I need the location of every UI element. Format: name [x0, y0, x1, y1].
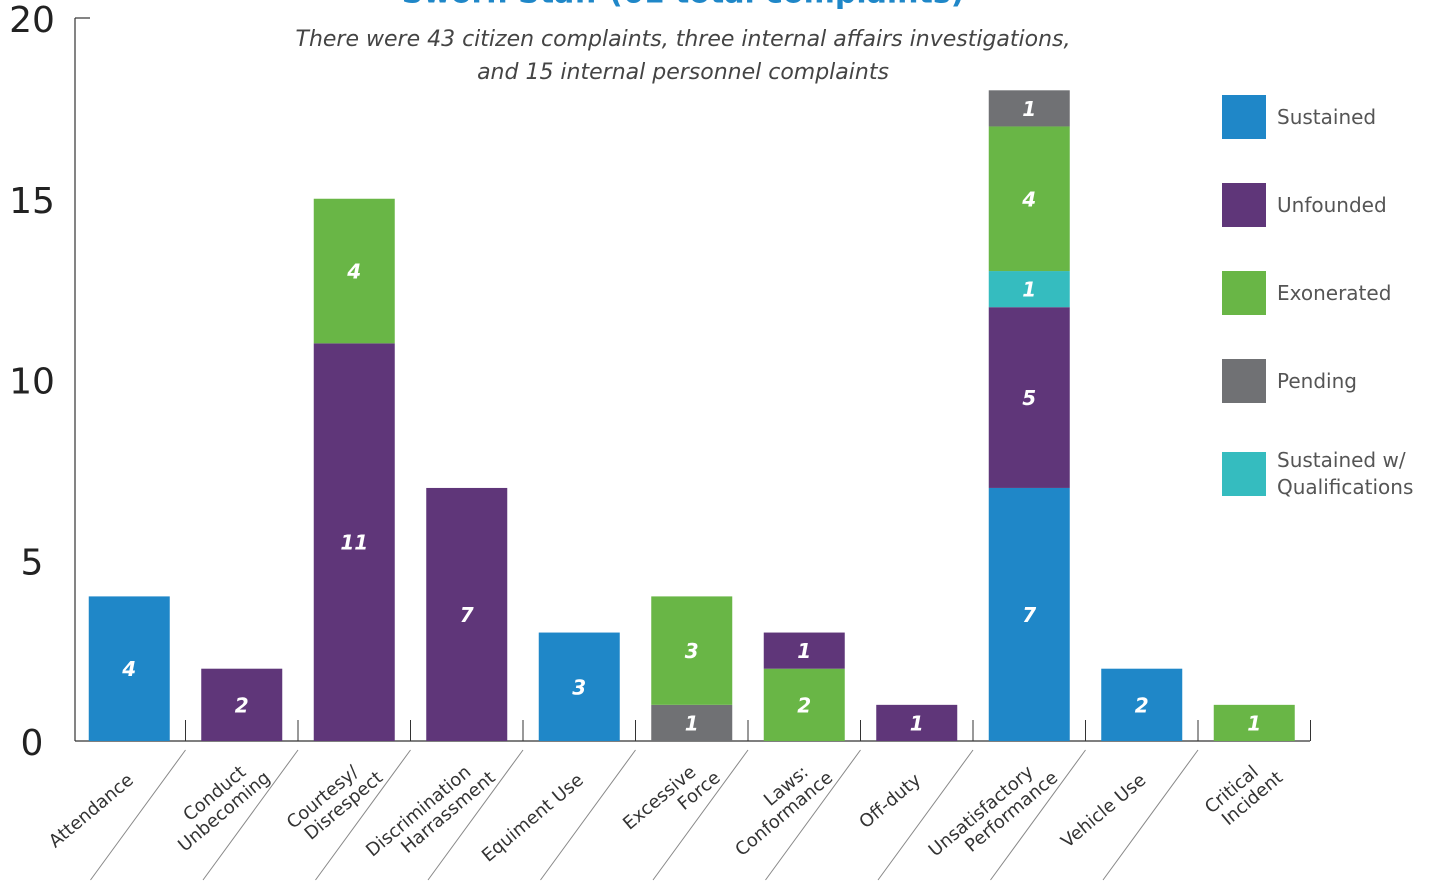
value-label: 3 — [685, 639, 699, 663]
value-label: 4 — [1021, 187, 1036, 211]
value-label: 2 — [235, 693, 249, 717]
category-slash — [315, 749, 411, 881]
x-tick-label-line: Attendance — [45, 770, 138, 853]
x-tick-label: Off-duty — [855, 769, 925, 833]
category-slash — [990, 749, 1086, 881]
x-tick-label: Attendance — [45, 770, 138, 853]
x-tick-label-line: Off-duty — [855, 769, 925, 833]
value-label: 1 — [797, 639, 811, 663]
legend-label: Unfounded — [1277, 192, 1387, 217]
value-label: 11 — [340, 531, 368, 555]
value-label: 1 — [910, 711, 924, 735]
legend-label: Sustained — [1277, 104, 1377, 129]
legend-label: Exonerated — [1277, 280, 1392, 305]
bar-segment — [201, 668, 283, 741]
legend-swatch — [1222, 271, 1266, 315]
value-label: 4 — [121, 657, 136, 681]
x-tick-label: UnsatisfactoryPerformance — [925, 752, 1062, 877]
x-tick-label: Courtesy/Disrespect — [283, 752, 387, 849]
legend-item: Sustained — [1222, 95, 1422, 139]
bar-segment — [988, 271, 1070, 308]
bar-segment — [988, 487, 1070, 741]
bar-segment — [313, 343, 395, 741]
category-slash — [427, 749, 524, 881]
value-label: 1 — [1247, 711, 1261, 735]
value-label: 7 — [1022, 603, 1036, 627]
category-slash — [877, 749, 974, 881]
bar-segment — [763, 668, 845, 741]
bar-segment — [876, 704, 958, 741]
subtitle: and 15 internal personnel complaints — [477, 60, 889, 85]
value-label: 4 — [346, 260, 361, 284]
x-tick-label: DiscriminationHarrassment — [362, 752, 499, 877]
legend-label: Pending — [1277, 368, 1357, 393]
x-tick-label-line: Vehicle Use — [1057, 770, 1150, 853]
x-tick-label: Vehicle Use — [1057, 770, 1150, 853]
bar-segment — [538, 632, 620, 741]
bar-segment — [651, 704, 733, 741]
value-label: 1 — [685, 711, 699, 735]
bar-segment — [988, 126, 1070, 272]
y-tick-label: 0 — [21, 723, 44, 764]
legend-swatch — [1222, 359, 1266, 403]
legend-item: Exonerated — [1222, 271, 1422, 315]
legend-label: Sustained w/ Qualifications — [1277, 448, 1414, 499]
y-tick-label: 10 — [9, 362, 55, 403]
bar-segment — [651, 596, 733, 705]
x-tick-label: CriticalIncident — [1201, 752, 1287, 834]
x-tick-label: ConductUnbecoming — [161, 752, 274, 856]
category-slash — [765, 749, 861, 881]
value-label: 1 — [1022, 278, 1036, 302]
value-label: 5 — [1022, 386, 1036, 410]
legend-swatch — [1222, 452, 1266, 496]
value-label: 3 — [572, 675, 586, 699]
y-tick-label: 5 — [21, 542, 44, 583]
category-slash — [652, 749, 749, 881]
bar-segment — [313, 198, 395, 344]
category-slash — [1102, 749, 1199, 881]
value-label: 7 — [460, 603, 474, 627]
category-slash — [540, 749, 636, 881]
category-slash — [202, 749, 299, 881]
bar-segment — [1101, 668, 1183, 741]
value-label: 1 — [1022, 97, 1036, 121]
legend-item: Pending — [1222, 359, 1422, 403]
value-label: 2 — [1135, 693, 1149, 717]
subtitle: There were 43 citizen complaints, three … — [296, 27, 1071, 52]
bar-segment — [426, 487, 508, 741]
bar-segment — [1213, 704, 1295, 741]
y-tick-label: 20 — [9, 0, 55, 41]
value-label: 2 — [797, 693, 811, 717]
chart-title: Sworn Staff (61 total complaints) — [402, 0, 965, 11]
legend-swatch — [1222, 183, 1266, 227]
bar-segment — [88, 596, 170, 741]
legend-swatch — [1222, 95, 1266, 139]
category-slash — [90, 749, 186, 881]
legend-item: Sustained w/ Qualifications — [1222, 447, 1422, 501]
y-tick-label: 15 — [9, 181, 55, 222]
bar-segment — [988, 307, 1070, 488]
bar-segment — [763, 632, 845, 669]
bar-segment — [988, 90, 1070, 127]
x-tick-label: ExcessiveForce — [619, 752, 724, 850]
legend-item: Unfounded — [1222, 183, 1422, 227]
